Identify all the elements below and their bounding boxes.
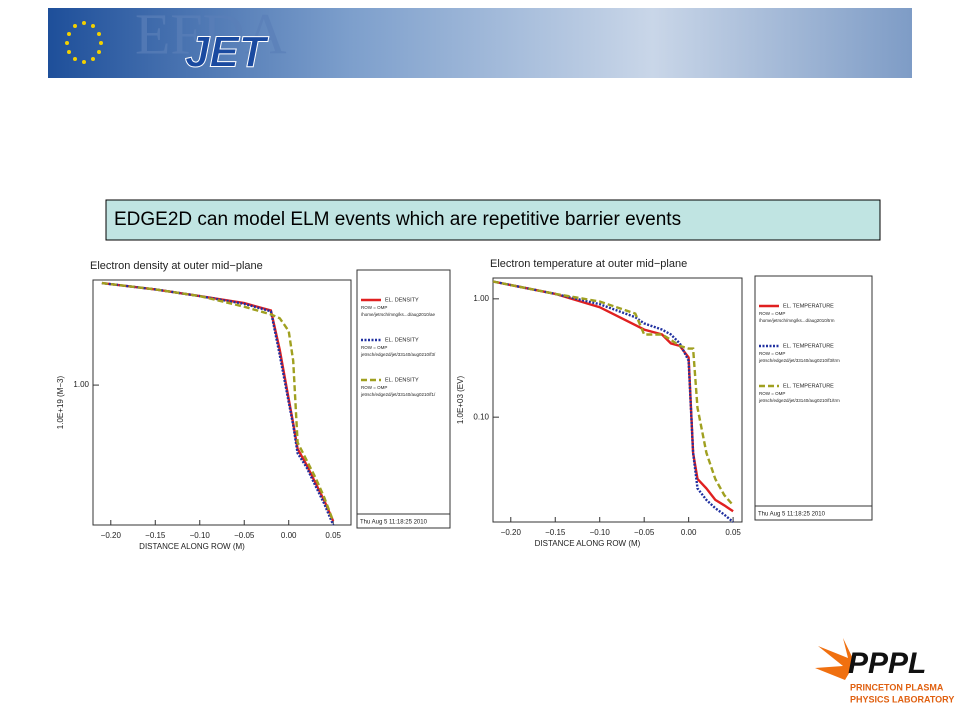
- legend-box: [754, 275, 873, 521]
- logo-efda: EFDA: [135, 1, 287, 66]
- legend-label: EL. TEMPERATURE: [783, 303, 834, 309]
- plot-frame: [92, 279, 352, 526]
- plot-frame: [492, 277, 743, 523]
- caption: EDGE2D can model ELM events which are re…: [114, 209, 681, 230]
- x-tick-label: −0.10: [190, 531, 211, 540]
- x-tick-label: 0.00: [281, 531, 297, 540]
- logo-jet: JET: [185, 28, 269, 77]
- y-tick-label: 1.00: [473, 294, 489, 303]
- y-tick-label: 0.10: [473, 412, 489, 421]
- chart-title: Electron temperature at outer mid−plane: [490, 258, 687, 270]
- logo-pppl: PPPL: [848, 647, 926, 680]
- pppl-logo: PPPL PRINCETON PLASMA PHYSICS LABORATORY: [815, 638, 954, 704]
- legend-detail: /home/jetrsch/mng/ks...d/aug2010/ae: [361, 312, 436, 317]
- x-tick-label: 0.05: [725, 528, 741, 537]
- x-tick-label: −0.20: [501, 528, 522, 537]
- x-tick-label: −0.15: [545, 528, 566, 537]
- legend-label: EL. DENSITY: [385, 337, 419, 343]
- legend-detail: jetrsch/edge2d/jet/33140/aug0210/f1/: [360, 392, 436, 397]
- y-axis-label: 1.0E+03 (EV): [456, 376, 465, 425]
- x-tick-label: 0.05: [325, 531, 341, 540]
- legend-detail: /home/jetrsch/mng/ks...d/aug2010/trm: [759, 318, 835, 323]
- caption-box: [105, 199, 881, 241]
- timestamp: Thu Aug 5 11:18:25 2010: [758, 512, 826, 518]
- legend-detail: ROW = OMP: [759, 391, 785, 396]
- legend-label: EL. DENSITY: [385, 297, 419, 303]
- x-tick-label: −0.20: [101, 531, 122, 540]
- legend-label: EL. DENSITY: [385, 377, 419, 383]
- eu-stars: [65, 21, 103, 64]
- header-banner: [48, 8, 912, 78]
- legend-detail: ROW = OMP: [759, 351, 785, 356]
- chart-title: Electron density at outer mid−plane: [90, 260, 263, 272]
- data-line: [492, 280, 735, 507]
- y-tick-label: 1.00: [73, 380, 89, 389]
- legend-detail: jetrsch/edge2d/jet/33140/aug0210/f1/trm: [758, 398, 840, 403]
- x-axis-label: DISTANCE ALONG ROW (M): [139, 542, 245, 551]
- legend-detail: ROW = OMP: [361, 385, 387, 390]
- timestamp: Thu Aug 5 11:18:25 2010: [360, 520, 428, 526]
- y-axis-label: 1.0E+19 (M−3): [56, 375, 65, 429]
- logo-line: PRINCETON PLASMA: [850, 682, 944, 692]
- x-tick-label: −0.05: [634, 528, 655, 537]
- x-tick-label: −0.15: [145, 531, 166, 540]
- x-tick-label: −0.10: [590, 528, 611, 537]
- x-axis-label: DISTANCE ALONG ROW (M): [535, 539, 641, 548]
- x-tick-label: 0.00: [681, 528, 697, 537]
- legend-detail: ROW = OMP: [759, 311, 785, 316]
- legend-detail: jetrsch/edge2d/jet/33140/aug0210/f3/: [360, 352, 436, 357]
- data-line: [101, 281, 335, 526]
- legend-box: [356, 269, 451, 529]
- x-tick-label: −0.05: [234, 531, 255, 540]
- legend-detail: ROW = OMP: [361, 345, 387, 350]
- legend-detail: ROW = OMP: [361, 305, 387, 310]
- legend-detail: jetrsch/edge2d/jet/33140/aug0210/f3/trm: [758, 358, 840, 363]
- logo-line: PHYSICS LABORATORY: [850, 694, 954, 704]
- legend-label: EL. TEMPERATURE: [783, 343, 834, 349]
- legend-label: EL. TEMPERATURE: [783, 383, 834, 389]
